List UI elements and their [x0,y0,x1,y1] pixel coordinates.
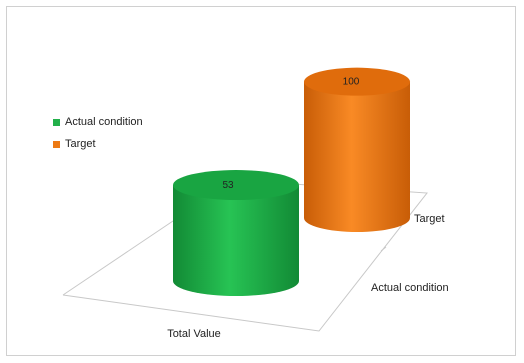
chart-plot: 100 53 Total Value Actual condition Target [62,67,449,340]
bar-target [304,81,410,233]
chart-labels: 100 53 Total Value Actual condition Target [167,77,448,340]
depth-axis-tick [380,246,387,252]
data-label-actual-condition: 53 [222,180,234,191]
legend-label-target: Target [65,138,96,150]
legend-item-target: Target [53,133,143,155]
depth-tick-label-actual-condition: Actual condition [371,282,449,294]
chart-bars [173,67,410,296]
x-tick-label-total-value: Total Value [167,328,221,340]
chart-legend: Actual condition Target [53,111,143,155]
legend-swatch-target [53,140,60,148]
bar-actual-condition [173,185,299,296]
legend-swatch-actual-condition [53,118,60,126]
legend-label-actual-condition: Actual condition [65,116,143,128]
bar-top-target [304,67,410,96]
bar-top-actual-condition [173,170,299,201]
depth-tick-label-target: Target [414,213,445,225]
data-label-target: 100 [343,77,360,88]
chart-area: 100 53 Total Value Actual condition Target A… [6,6,516,356]
legend-item-actual-condition: Actual condition [53,111,143,133]
